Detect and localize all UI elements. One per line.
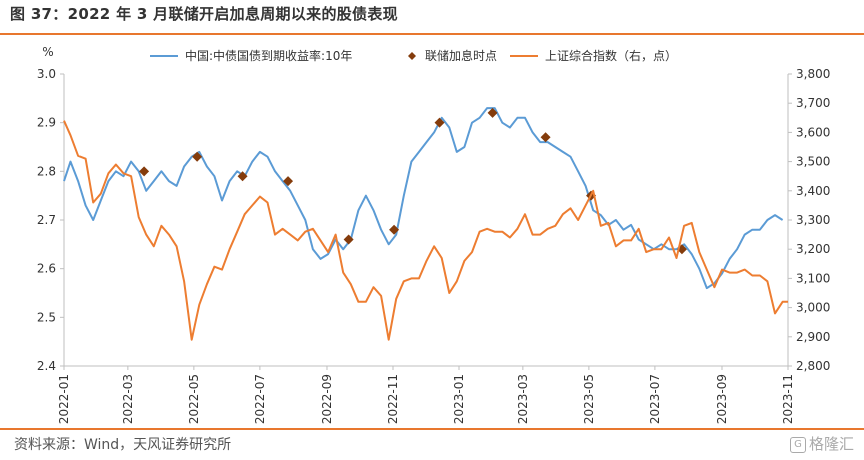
y-tick-label-right: 3,400 (796, 184, 830, 198)
y-tick-label-left: 2.7 (37, 213, 56, 227)
hike-marker (487, 107, 498, 118)
hike-marker (237, 171, 248, 182)
y-tick-label-left: 2.8 (37, 164, 56, 178)
hike-marker (139, 166, 150, 177)
x-tick-label: 2023-01 (452, 374, 466, 424)
x-tick-label: 2023-05 (582, 374, 596, 424)
x-tick-label: 2022-03 (121, 374, 135, 424)
y-tick-label-left: 2.9 (37, 116, 56, 130)
legend: 中国:中债国债到期收益率:10年 联储加息时点 上证综合指数（右，点） (150, 48, 677, 63)
watermark: G 格隆汇 (789, 433, 854, 454)
legend-label: 上证综合指数（右，点） (545, 48, 677, 63)
y-tick-label-left: 2.5 (37, 310, 56, 324)
x-tick-label: 2022-11 (386, 374, 400, 424)
title-rule (0, 33, 864, 35)
x-tick-label: 2022-07 (253, 374, 267, 424)
y-tick-label-right: 2,800 (796, 359, 830, 373)
source-note: 资料来源：Wind，天风证券研究所 (14, 437, 232, 453)
hike-marker (389, 224, 400, 235)
hike-marker (343, 234, 354, 245)
hike-marker (434, 117, 445, 128)
chart: 中国:中债国债到期收益率:10年 联储加息时点 上证综合指数（右，点） % 2.4 2.… (37, 45, 830, 424)
y-tick-label-right: 3,100 (796, 271, 830, 285)
x-tick-label: 2022-01 (57, 374, 71, 424)
legend-label: 联储加息时点 (425, 48, 497, 63)
y-tick-label-left: 3.0 (37, 67, 56, 81)
x-tick-label: 2023-11 (781, 374, 795, 424)
plot-area (63, 107, 788, 341)
x-tick-label: 2023-07 (648, 374, 662, 424)
x-tick-label: 2023-09 (715, 374, 729, 424)
hike-marker (192, 151, 203, 162)
y-axis-left-unit: % (42, 45, 53, 59)
bottom-rule (0, 428, 864, 430)
x-tick-label: 2023-03 (516, 374, 530, 424)
series-line-index (63, 120, 788, 341)
legend-swatch (408, 52, 416, 60)
y-tick-label-right: 3,300 (796, 213, 830, 227)
series-line-yield (63, 107, 784, 290)
hike-marker (540, 132, 551, 143)
watermark-logo-icon: G (789, 436, 806, 453)
y-tick-label-right: 3,800 (796, 67, 830, 81)
y-tick-label-right: 3,700 (796, 96, 830, 110)
y-tick-label-left: 2.6 (37, 262, 56, 276)
axes: % 2.4 2.5 2.6 2.7 2.8 2.9 3.0 2,800 2,900 3,000 3,1… (37, 45, 830, 424)
hike-marker (283, 176, 294, 187)
y-tick-label-right: 3,500 (796, 155, 830, 169)
x-tick-label: 2022-05 (187, 374, 201, 424)
y-tick-label-right: 2,900 (796, 330, 830, 344)
legend-label: 中国:中债国债到期收益率:10年 (185, 48, 352, 63)
figure-title: 图 37：2022 年 3 月联储开启加息周期以来的股债表现 (10, 5, 398, 23)
y-tick-label-left: 2.4 (37, 359, 56, 373)
x-tick-label: 2022-09 (320, 374, 334, 424)
y-tick-label-right: 3,200 (796, 242, 830, 256)
y-tick-label-right: 3,000 (796, 301, 830, 315)
y-tick-label-right: 3,600 (796, 125, 830, 139)
watermark-text: 格隆汇 (808, 435, 854, 453)
